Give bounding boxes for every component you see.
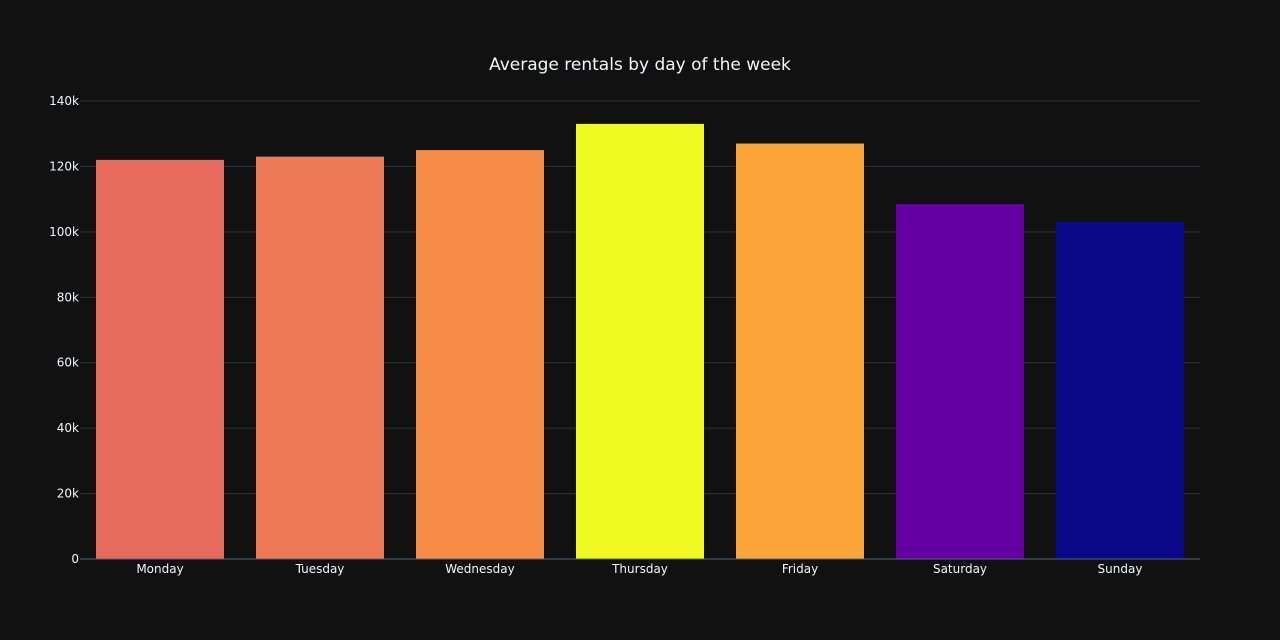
y-tick-label: 80k (57, 290, 79, 304)
y-tick-label: 120k (49, 159, 79, 173)
bar-tuesday[interactable] (256, 156, 384, 559)
x-tick-label: Friday (782, 562, 818, 576)
axis-layer: 0 20k 40k 60k 80k 100k 120k 140k Monday Tuesday We… (49, 94, 1200, 576)
chart-title: Average rentals by day of the week (489, 55, 791, 75)
x-tick-label: Monday (136, 562, 183, 576)
x-tick-label: Sunday (1098, 562, 1143, 576)
bar-saturday[interactable] (896, 204, 1024, 560)
x-tick-label: Tuesday (295, 562, 345, 576)
y-tick-label: 60k (57, 356, 79, 370)
bar-sunday[interactable] (1056, 222, 1184, 560)
y-tick-label: 100k (49, 225, 79, 239)
y-tick-label: 0 (71, 552, 79, 566)
bar-friday[interactable] (736, 143, 864, 559)
x-tick-label: Wednesday (445, 562, 514, 576)
x-tick-label: Thursday (611, 562, 668, 576)
y-tick-label: 20k (57, 487, 79, 501)
y-tick-label: 40k (57, 421, 79, 435)
bar-thursday[interactable] (576, 123, 704, 560)
x-tick-label: Saturday (933, 562, 987, 576)
bar-wednesday[interactable] (416, 150, 544, 560)
bar-monday[interactable] (96, 159, 224, 559)
y-tick-label: 140k (49, 94, 79, 108)
bar-layer (96, 123, 1184, 560)
